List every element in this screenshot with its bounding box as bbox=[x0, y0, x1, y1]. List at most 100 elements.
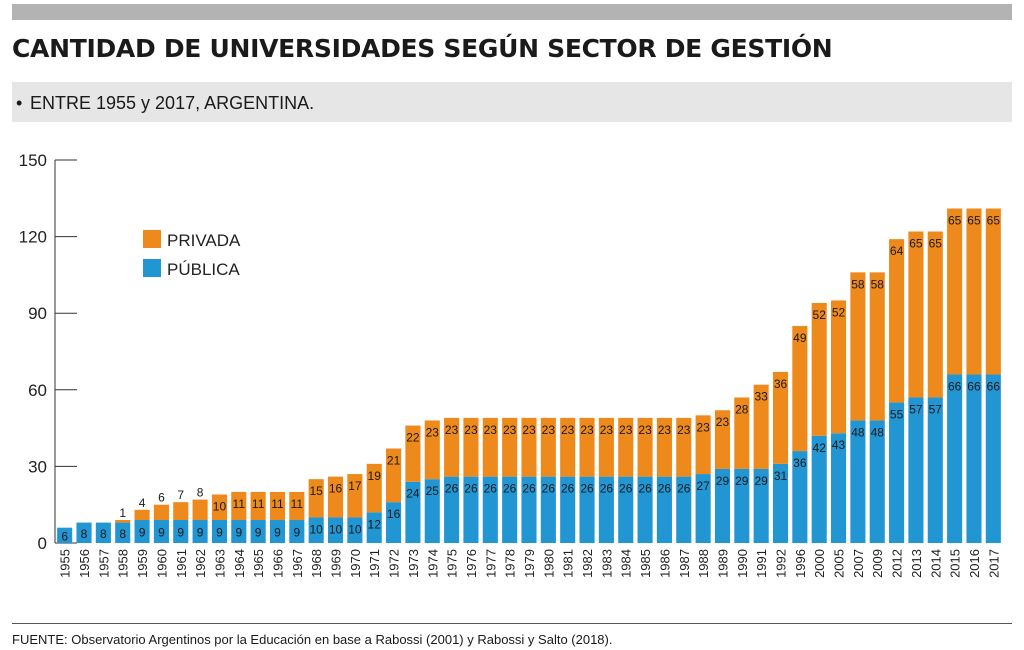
bar-privada bbox=[695, 415, 711, 475]
data-label-privada: 4 bbox=[139, 496, 146, 510]
x-tick-label: 1968 bbox=[309, 549, 324, 578]
data-label-publica: 9 bbox=[293, 526, 300, 540]
bar-publica bbox=[985, 374, 1001, 543]
bar-publica bbox=[231, 520, 247, 543]
x-tick-label: 1991 bbox=[754, 549, 769, 578]
bar-privada bbox=[560, 417, 576, 477]
bar-publica bbox=[966, 374, 982, 543]
data-label-publica: 66 bbox=[948, 379, 962, 393]
data-label-publica: 26 bbox=[580, 482, 594, 496]
bar-privada bbox=[579, 417, 595, 477]
y-tick-label: 60 bbox=[28, 381, 47, 400]
bar-privada bbox=[366, 463, 382, 513]
data-label-privada: 23 bbox=[677, 423, 691, 437]
x-tick-label: 1976 bbox=[464, 549, 479, 578]
x-tick-label: 1965 bbox=[251, 549, 266, 578]
bar-publica bbox=[211, 520, 227, 543]
x-tick-label: 1980 bbox=[541, 549, 556, 578]
data-label-publica: 26 bbox=[658, 482, 672, 496]
bar-publica bbox=[134, 520, 150, 543]
bar-privada bbox=[386, 448, 402, 503]
data-label-publica: 26 bbox=[677, 482, 691, 496]
x-tick-label: 1990 bbox=[735, 549, 750, 578]
data-label-publica: 31 bbox=[774, 469, 788, 483]
bar-privada bbox=[347, 474, 363, 518]
data-label-privada: 65 bbox=[987, 214, 1001, 228]
x-tick-label: 2016 bbox=[967, 549, 982, 578]
data-label-publica: 9 bbox=[235, 526, 242, 540]
bar-publica bbox=[173, 520, 189, 543]
data-label-privada: 10 bbox=[213, 499, 227, 513]
bar-privada bbox=[308, 479, 324, 518]
legend-label-publica: PÚBLICA bbox=[167, 260, 240, 279]
x-tick-label: 1974 bbox=[425, 549, 440, 578]
bar-publica bbox=[889, 402, 905, 543]
bar-publica bbox=[618, 476, 634, 543]
data-label-publica: 10 bbox=[310, 522, 324, 536]
data-label-publica: 57 bbox=[929, 402, 943, 416]
data-label-privada: 11 bbox=[252, 497, 265, 511]
bar-publica bbox=[153, 520, 169, 543]
data-label-publica: 10 bbox=[348, 522, 362, 536]
bar-privada bbox=[811, 302, 827, 436]
legend-swatch-privada bbox=[143, 230, 161, 248]
data-label-privada: 16 bbox=[329, 482, 343, 496]
bar-publica bbox=[772, 463, 789, 543]
x-tick-label: 1962 bbox=[193, 549, 208, 578]
bottom-rule bbox=[12, 623, 1012, 624]
data-label-publica: 57 bbox=[909, 402, 923, 416]
bar-publica bbox=[753, 468, 769, 543]
data-label-privada: 23 bbox=[484, 423, 498, 437]
x-tick-label: 2000 bbox=[812, 549, 827, 578]
x-tick-label: 2015 bbox=[948, 549, 963, 578]
data-label-privada: 28 bbox=[735, 402, 749, 416]
data-label-privada: 65 bbox=[967, 214, 981, 228]
data-label-publica: 27 bbox=[696, 479, 710, 493]
data-label-privada: 19 bbox=[368, 469, 382, 483]
bar-publica bbox=[502, 476, 518, 543]
x-tick-label: 1959 bbox=[135, 549, 150, 578]
data-label-publica: 26 bbox=[522, 482, 536, 496]
x-tick-label: 1977 bbox=[483, 549, 498, 578]
data-label-publica: 9 bbox=[274, 526, 281, 540]
bar-publica bbox=[869, 420, 885, 543]
x-tick-label: 1967 bbox=[290, 549, 305, 578]
bar-publica bbox=[95, 522, 111, 543]
bar-publica bbox=[444, 476, 460, 543]
x-tick-label: 1982 bbox=[580, 549, 595, 578]
data-label-privada: 11 bbox=[233, 497, 246, 511]
bar-privada bbox=[173, 502, 189, 521]
data-label-publica: 8 bbox=[100, 527, 107, 541]
bar-privada bbox=[444, 417, 460, 477]
data-label-publica: 26 bbox=[638, 482, 652, 496]
bar-privada bbox=[115, 520, 131, 523]
bar-publica bbox=[540, 476, 556, 543]
data-label-privada: 36 bbox=[774, 377, 788, 391]
bar-privada bbox=[134, 509, 150, 521]
data-label-privada: 23 bbox=[619, 423, 633, 437]
top-bar bbox=[12, 4, 1012, 20]
bar-publica bbox=[850, 420, 866, 543]
bar-privada bbox=[618, 417, 634, 477]
data-label-privada: 65 bbox=[909, 236, 923, 250]
chart-title: CANTIDAD DE UNIVERSIDADES SEGÚN SECTOR D… bbox=[12, 34, 833, 63]
data-label-publica: 9 bbox=[139, 526, 146, 540]
bar-privada bbox=[714, 410, 731, 469]
data-label-publica: 29 bbox=[716, 474, 730, 488]
y-tick-label: 90 bbox=[28, 304, 47, 323]
bar-privada bbox=[598, 417, 614, 477]
data-label-publica: 26 bbox=[619, 482, 633, 496]
bar-publica bbox=[734, 468, 750, 543]
y-tick-label: 150 bbox=[19, 151, 47, 170]
data-label-privada: 65 bbox=[948, 214, 962, 228]
data-label-publica: 36 bbox=[793, 456, 807, 470]
x-tick-label: 1963 bbox=[212, 549, 227, 578]
data-label-publica: 43 bbox=[832, 438, 846, 452]
x-tick-label: 1972 bbox=[387, 549, 402, 578]
source-note: FUENTE: Observatorio Argentinos por la E… bbox=[12, 632, 613, 647]
bar-publica bbox=[424, 479, 440, 543]
bar-publica bbox=[366, 512, 382, 543]
x-tick-label: 1979 bbox=[522, 549, 537, 578]
data-label-privada: 23 bbox=[658, 423, 672, 437]
y-tick-label: 0 bbox=[38, 534, 47, 553]
